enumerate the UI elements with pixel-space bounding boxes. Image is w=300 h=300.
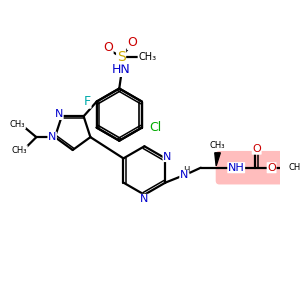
Text: CH₃: CH₃ (210, 141, 225, 150)
Text: S: S (117, 50, 125, 64)
Text: CH₃: CH₃ (288, 163, 300, 172)
Text: O: O (252, 144, 261, 154)
Text: F: F (84, 95, 91, 108)
Text: HN: HN (112, 63, 130, 76)
Polygon shape (215, 153, 220, 166)
Text: N: N (180, 170, 188, 180)
Text: CH₃: CH₃ (12, 146, 27, 155)
Text: H: H (183, 166, 189, 175)
Text: CH₃: CH₃ (138, 52, 156, 62)
FancyBboxPatch shape (216, 151, 286, 184)
Text: NH: NH (228, 163, 244, 173)
Text: N: N (140, 194, 148, 204)
Text: O: O (267, 163, 276, 173)
Text: O: O (128, 36, 137, 50)
Text: N: N (55, 110, 63, 119)
Text: O: O (103, 41, 113, 54)
Text: N: N (48, 132, 56, 142)
Text: CH₃: CH₃ (10, 120, 26, 129)
Text: N: N (163, 152, 171, 161)
Text: Cl: Cl (149, 121, 161, 134)
